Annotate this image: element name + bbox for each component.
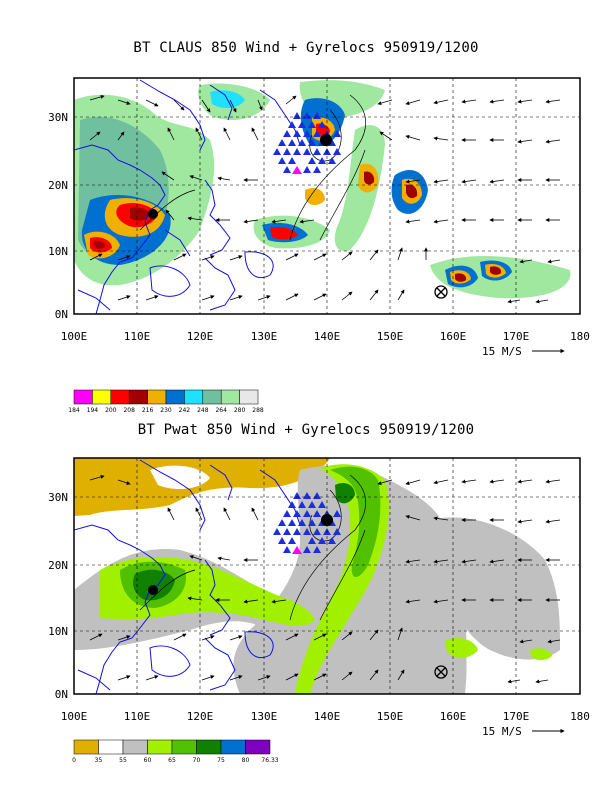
panel1-xtick: 120E bbox=[187, 330, 214, 343]
panel1-ytick: 10N bbox=[48, 245, 68, 258]
panel2-frame bbox=[73, 457, 581, 695]
panel2-typhoon-center-west bbox=[148, 585, 158, 595]
panel1-typhoon-center bbox=[320, 134, 332, 146]
panel2-crossed-circle-icon bbox=[434, 665, 448, 679]
panel2-gridlines bbox=[74, 458, 580, 694]
panel1-colorbar: 184 194 200 208 216 230 242 248 264 280 288 bbox=[68, 389, 264, 414]
panel2-colorbar-label: 60 bbox=[144, 757, 152, 764]
panel1-colorbar-swatch bbox=[73, 389, 93, 405]
panel2-xtick: 110E bbox=[124, 710, 151, 723]
panel1-colorbar-label: 280 bbox=[234, 407, 246, 414]
panel2-y-ticks: 0N 10N 20N 30N bbox=[48, 491, 68, 701]
panel1-x-ticks: 100E 110E 120E 130E 140E 150E 160E 170E … bbox=[61, 330, 590, 343]
panel2-xtick: 150E bbox=[377, 710, 404, 723]
panel2-colorbar-label: 0 bbox=[72, 757, 76, 764]
panel1-crossed-circle-icon bbox=[434, 285, 448, 299]
panel2-magenta-triangle bbox=[292, 546, 302, 554]
panel2-colorbar-label: 65 bbox=[168, 757, 176, 764]
panel2-colorbar-label: 76.33 bbox=[261, 757, 278, 764]
panel2-colorbar-label: 55 bbox=[119, 757, 127, 764]
panel2-title: BT Pwat 850 Wind + Gyrelocs 950919/1200 bbox=[137, 422, 475, 438]
panel2-map bbox=[74, 458, 580, 694]
panel1-colorbar-label: 208 bbox=[123, 407, 135, 414]
panel1-y-ticks: 0N 10N 20N 30N bbox=[48, 111, 68, 321]
panel2-xtick: 170E bbox=[503, 710, 530, 723]
panel2-colorbar-swatch bbox=[73, 739, 99, 755]
panel1-cloud-fields bbox=[74, 80, 571, 299]
panel1-colorbar-swatch bbox=[239, 389, 259, 405]
panel2-wind-vectors bbox=[89, 474, 561, 684]
panel1-colorbar-label: 216 bbox=[142, 407, 154, 414]
panel1-ytick: 0N bbox=[55, 308, 68, 321]
panel1-colorbar-swatch bbox=[147, 389, 167, 405]
panel1-colorbar-swatch bbox=[92, 389, 112, 405]
panel1-xtick: 150E bbox=[377, 330, 404, 343]
panel2-ytick: 20N bbox=[48, 559, 68, 572]
panel1-colorbar-label: 248 bbox=[197, 407, 209, 414]
panel1-colorbar-label: 264 bbox=[215, 407, 227, 414]
panel1-xtick: 140E bbox=[314, 330, 341, 343]
panel1-xtick: 160E bbox=[440, 330, 467, 343]
panel2-xtick: 120E bbox=[187, 710, 214, 723]
panel1-gridlines bbox=[74, 78, 580, 314]
panel1-colorbar-label: 242 bbox=[179, 407, 191, 414]
panel2-colorbar-label: 70 bbox=[193, 757, 201, 764]
panel1-streamlines bbox=[139, 94, 367, 241]
panel1-xtick: 170E bbox=[503, 330, 530, 343]
panel2-colorbar-swatch bbox=[98, 739, 124, 755]
panel1-xtick: 180 bbox=[570, 330, 590, 343]
panel2-ytick: 30N bbox=[48, 491, 68, 504]
panel1-ytick: 20N bbox=[48, 179, 68, 192]
panel1-xtick: 110E bbox=[124, 330, 151, 343]
panel1-frame bbox=[73, 77, 581, 315]
panel1-title: BT CLAUS 850 Wind + Gyrelocs 950919/1200 bbox=[133, 40, 479, 56]
panel1-xtick: 130E bbox=[251, 330, 278, 343]
panel1-xtick: 100E bbox=[61, 330, 88, 343]
panel1-scale-label: 15 M/S bbox=[482, 345, 522, 358]
panel1-ytick: 30N bbox=[48, 111, 68, 124]
panel1-wind-vectors bbox=[89, 94, 561, 304]
panel2-colorbar-swatch bbox=[147, 739, 173, 755]
panel1-map bbox=[74, 78, 580, 314]
panel1-scale-legend: 15 M/S bbox=[482, 345, 565, 358]
panel1-colorbar-swatch bbox=[110, 389, 130, 405]
panel1-colorbar-label: 200 bbox=[105, 407, 117, 414]
panel2-xtick: 130E bbox=[251, 710, 278, 723]
panel2-ytick: 10N bbox=[48, 625, 68, 638]
panel1-magenta-triangle bbox=[292, 166, 302, 174]
panel2-streamlines bbox=[139, 474, 367, 621]
panel1-typhoon-center-west bbox=[148, 209, 158, 219]
panel1-colorbar-swatch bbox=[165, 389, 185, 405]
panel2-colorbar-swatch bbox=[122, 739, 148, 755]
panel1-colorbar-swatch bbox=[184, 389, 204, 405]
panel2-scale-label: 15 M/S bbox=[482, 725, 522, 738]
panel1-colorbar-swatch bbox=[202, 389, 222, 405]
panel2-xtick: 160E bbox=[440, 710, 467, 723]
panel2-ytick: 0N bbox=[55, 688, 68, 701]
panel1-colorbar-label: 230 bbox=[160, 407, 172, 414]
panel1-colorbar-label: 194 bbox=[87, 407, 99, 414]
panel2-colorbar-label: 75 bbox=[217, 757, 225, 764]
panel2-colorbar-label: 80 bbox=[242, 757, 250, 764]
panel2-colorbar-swatch bbox=[171, 739, 197, 755]
panel1-colorbar-label: 288 bbox=[252, 407, 264, 414]
panel2-xtick: 140E bbox=[314, 710, 341, 723]
panel2-colorbar-label: 35 bbox=[95, 757, 103, 764]
panel1-colorbar-swatch bbox=[220, 389, 240, 405]
panel1-colorbar-swatch bbox=[128, 389, 148, 405]
panel2-xtick: 180 bbox=[570, 710, 590, 723]
panel2-x-ticks: 100E 110E 120E 130E 140E 150E 160E 170E … bbox=[61, 710, 590, 723]
panel2-colorbar-swatch bbox=[220, 739, 246, 755]
panel2-scale-legend: 15 M/S bbox=[482, 725, 565, 738]
panel2-colorbar: 0 35 55 60 65 70 75 80 76.33 bbox=[72, 739, 279, 764]
panel2-colorbar-swatch bbox=[245, 739, 271, 755]
panel2-colorbar-swatch bbox=[196, 739, 222, 755]
panel1-coastlines bbox=[74, 79, 301, 314]
panel1-colorbar-label: 184 bbox=[68, 407, 80, 414]
panel2-xtick: 100E bbox=[61, 710, 88, 723]
